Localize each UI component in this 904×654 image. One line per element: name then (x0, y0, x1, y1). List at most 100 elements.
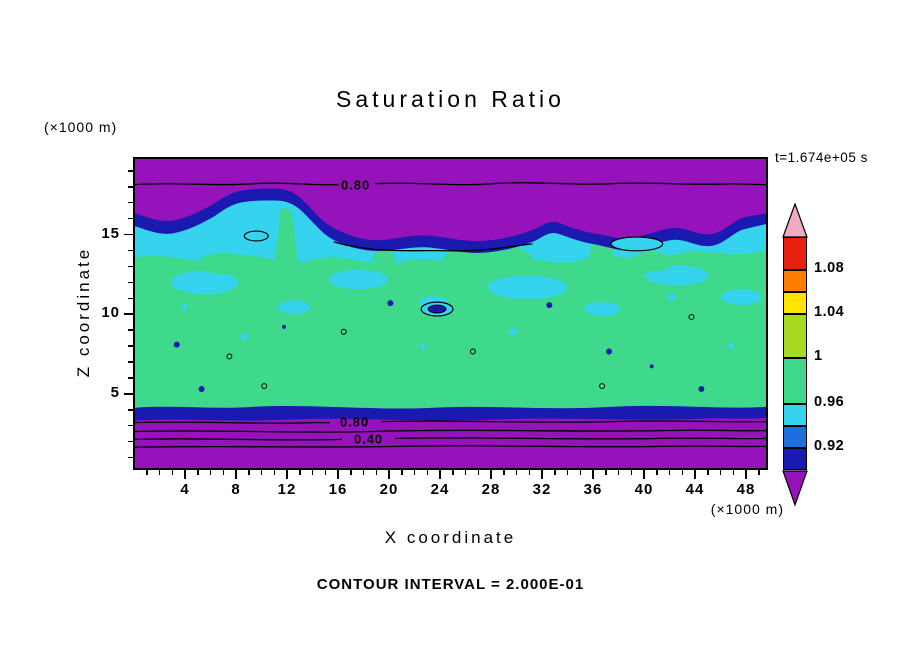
x-tick-label: 32 (532, 481, 552, 498)
bottom-purple-band (135, 417, 766, 468)
x-tick (477, 470, 479, 475)
x-tick (197, 470, 199, 475)
x-tick (464, 470, 467, 475)
x-tick (413, 470, 416, 475)
plot-frame: 0.80 0.80 0.40 (133, 157, 768, 470)
colorbar-label: 0.92 (814, 438, 845, 454)
y-tick (128, 440, 133, 443)
x-tick (209, 470, 212, 475)
y-tick (128, 409, 133, 411)
x-tick (311, 470, 314, 475)
x-tick (592, 470, 594, 479)
contour-field: 0.80 0.80 0.40 (135, 159, 766, 468)
x-tick (362, 470, 365, 475)
colorbar-segment (783, 292, 807, 314)
colorbar-bottom-spike (782, 470, 808, 507)
x-tick (158, 470, 161, 475)
y-tick (128, 297, 133, 300)
y-tick (124, 313, 133, 315)
x-tick (605, 470, 607, 475)
colorbar-segment (783, 314, 807, 358)
y-tick (128, 201, 133, 204)
x-tick (146, 470, 148, 475)
x-tick-label: 20 (379, 481, 399, 498)
navy-specks (173, 300, 705, 392)
x-tick (388, 470, 390, 479)
colorbar-segment (783, 426, 807, 448)
x-tick (324, 470, 326, 475)
colorbar-segment (783, 448, 807, 470)
colorbar-label: 0.96 (814, 394, 845, 410)
y-tick (128, 424, 133, 427)
x-tick-label: 48 (736, 481, 756, 498)
closed-contours (226, 230, 695, 390)
colorbar-label: 1.08 (814, 260, 845, 276)
x-tick (656, 470, 658, 475)
y-tick (128, 217, 133, 220)
y-tick (128, 377, 133, 379)
x-tick (732, 470, 734, 475)
y-tick (128, 456, 133, 459)
x-tick (222, 470, 224, 475)
contour-label-bottom-lower: 0.40 (354, 431, 383, 446)
x-tick (235, 470, 237, 479)
y-tick-label: 10 (101, 304, 120, 322)
y-tick (128, 265, 133, 268)
x-tick (248, 470, 250, 475)
contour-label-top: 0.80 (341, 178, 370, 193)
x-axis-unit: (×1000 m) (710, 501, 784, 517)
x-tick (630, 470, 632, 475)
x-tick (439, 470, 441, 479)
y-axis-unit: (×1000 m) (44, 119, 118, 135)
x-tick (719, 470, 722, 475)
y-tick (124, 393, 133, 395)
y-tick (128, 281, 133, 284)
x-tick (745, 470, 747, 479)
x-tick (286, 470, 288, 479)
purple-top-band (135, 159, 766, 242)
x-tick (426, 470, 428, 475)
x-tick (503, 470, 505, 475)
y-tick (128, 186, 133, 188)
x-tick (694, 470, 696, 479)
colorbar-top-spike (782, 203, 808, 238)
x-tick-label: 36 (583, 481, 603, 498)
colorbar-label: 1.04 (814, 304, 845, 320)
y-tick (128, 361, 133, 363)
x-tick (643, 470, 645, 479)
x-tick-label: 8 (231, 481, 241, 498)
time-label: t=1.674e+05 s (775, 150, 868, 165)
x-tick (490, 470, 492, 479)
colorbar-segment (783, 237, 807, 270)
x-tick (681, 470, 683, 475)
y-tick-label: 15 (101, 224, 120, 242)
x-tick-label: 44 (685, 481, 705, 498)
colorbar-segment (783, 404, 807, 426)
colorbar-segment (783, 270, 807, 292)
chart-title: Saturation Ratio (336, 86, 565, 112)
x-tick-label: 12 (277, 481, 297, 498)
x-tick (617, 470, 620, 475)
x-tick (452, 470, 454, 475)
y-tick (128, 329, 133, 331)
contour-interval-label: CONTOUR INTERVAL = 2.000E-01 (316, 576, 585, 593)
x-tick-label: 4 (180, 481, 190, 498)
x-tick-label: 40 (634, 481, 654, 498)
y-tick-label: 5 (110, 383, 120, 401)
x-tick (515, 470, 518, 475)
x-tick (375, 470, 377, 475)
x-tick (554, 470, 556, 475)
y-tick (128, 345, 133, 347)
y-tick (128, 170, 133, 172)
x-tick (707, 470, 709, 475)
x-tick-label: 24 (430, 481, 450, 498)
x-tick (350, 470, 352, 475)
contour-lines (135, 182, 766, 448)
x-tick (528, 470, 530, 475)
y-tick (128, 249, 133, 252)
x-tick (758, 470, 760, 475)
x-tick (579, 470, 581, 475)
x-tick-label: 28 (481, 481, 501, 498)
y-tick (124, 233, 133, 236)
